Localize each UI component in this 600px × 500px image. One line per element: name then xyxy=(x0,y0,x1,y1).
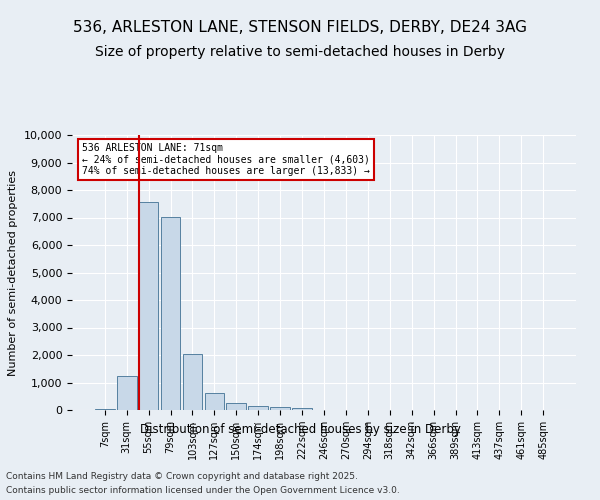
Text: 536 ARLESTON LANE: 71sqm
← 24% of semi-detached houses are smaller (4,603)
74% o: 536 ARLESTON LANE: 71sqm ← 24% of semi-d… xyxy=(82,143,370,176)
Bar xyxy=(95,408,115,410)
Bar xyxy=(270,407,290,410)
Bar xyxy=(226,403,246,410)
Text: Size of property relative to semi-detached houses in Derby: Size of property relative to semi-detach… xyxy=(95,45,505,59)
Text: Contains public sector information licensed under the Open Government Licence v3: Contains public sector information licen… xyxy=(6,486,400,495)
Text: 536, ARLESTON LANE, STENSON FIELDS, DERBY, DE24 3AG: 536, ARLESTON LANE, STENSON FIELDS, DERB… xyxy=(73,20,527,35)
Bar xyxy=(292,408,312,410)
Bar xyxy=(161,217,181,410)
Text: Contains HM Land Registry data © Crown copyright and database right 2025.: Contains HM Land Registry data © Crown c… xyxy=(6,472,358,481)
Bar xyxy=(205,393,224,410)
Y-axis label: Number of semi-detached properties: Number of semi-detached properties xyxy=(8,170,18,376)
Bar xyxy=(248,406,268,410)
Bar xyxy=(117,376,137,410)
Text: Distribution of semi-detached houses by size in Derby: Distribution of semi-detached houses by … xyxy=(140,422,460,436)
Bar xyxy=(182,354,202,410)
Bar xyxy=(139,202,158,410)
